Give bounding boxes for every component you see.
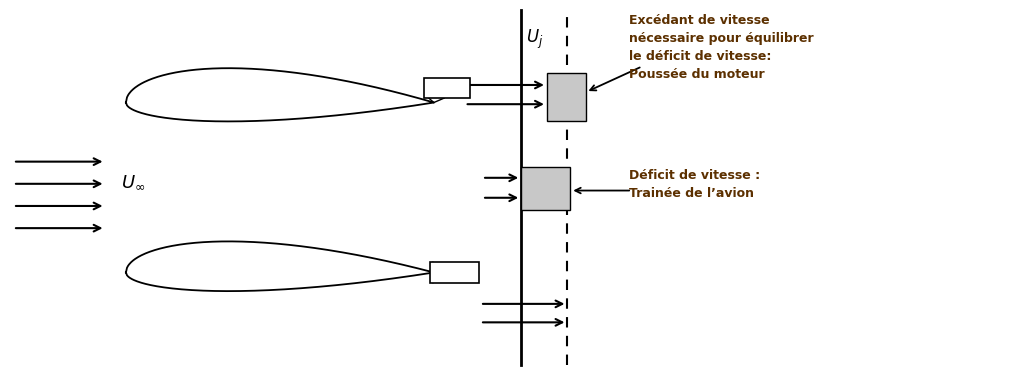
Text: Déficit de vitesse :
Trainée de l’avion: Déficit de vitesse : Trainée de l’avion bbox=[628, 169, 760, 200]
Text: $U_\infty$: $U_\infty$ bbox=[121, 173, 146, 191]
Bar bbox=[547, 73, 586, 121]
Text: Excédant de vitesse
nécessaire pour équilibrer
le déficit de vitesse:
Poussée du: Excédant de vitesse nécessaire pour équi… bbox=[628, 14, 813, 81]
Text: $U_j$: $U_j$ bbox=[526, 28, 544, 51]
Bar bbox=[423, 78, 470, 98]
Bar bbox=[521, 167, 571, 210]
Bar bbox=[429, 262, 479, 283]
